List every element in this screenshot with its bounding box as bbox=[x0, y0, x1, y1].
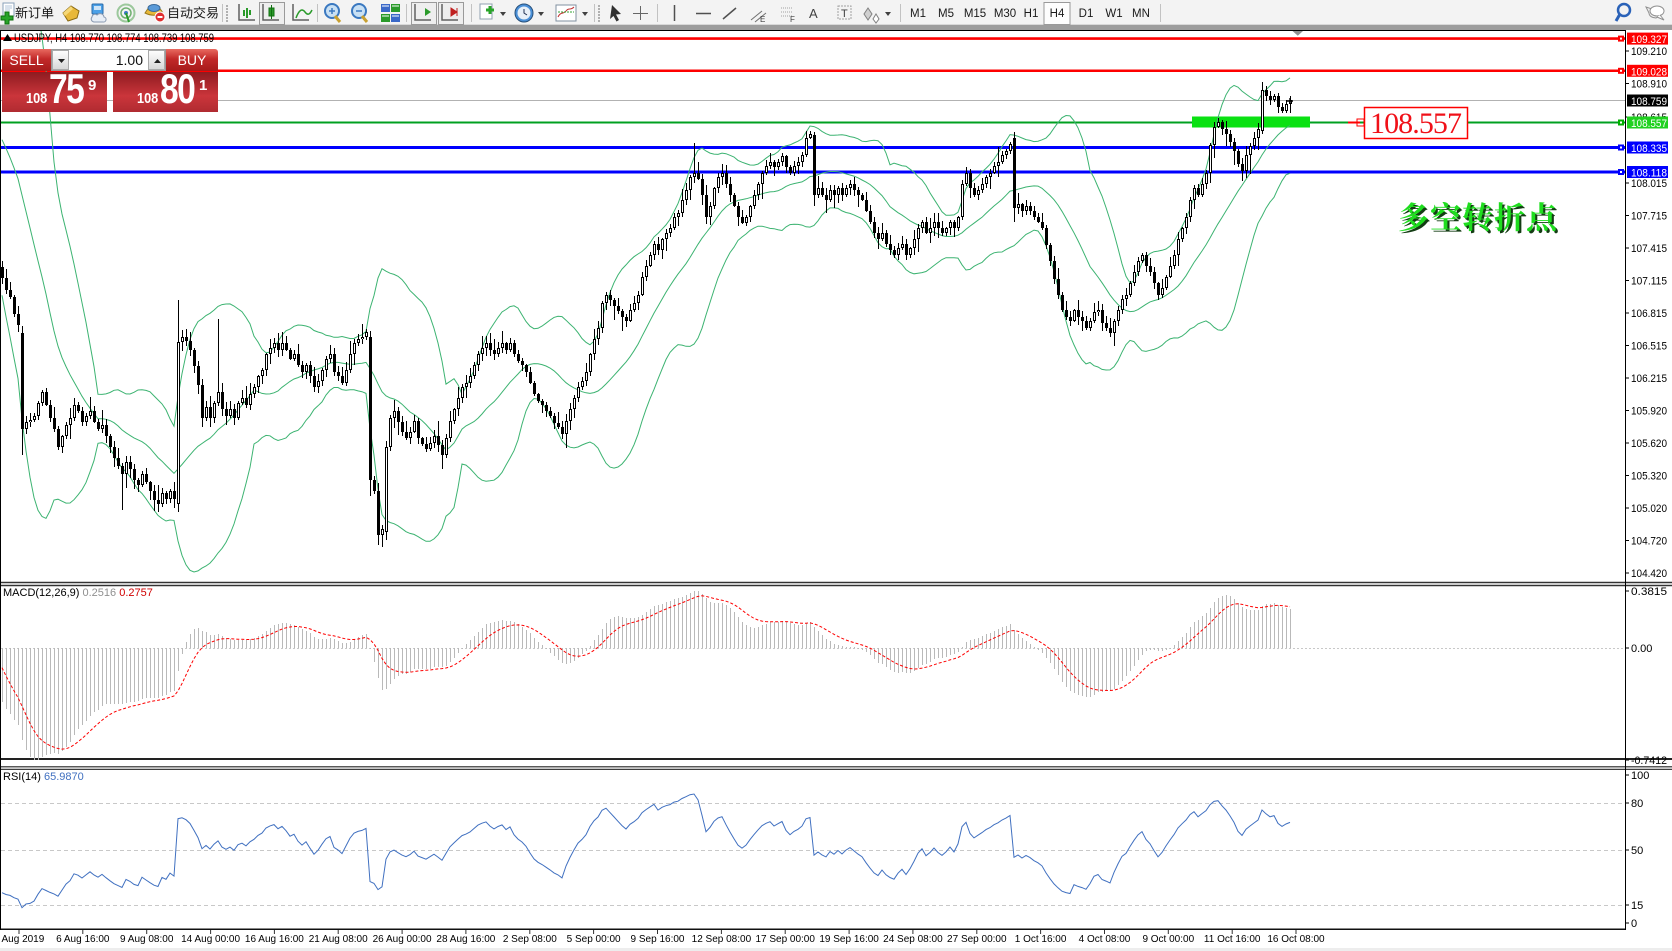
svg-text:0.00: 0.00 bbox=[1631, 643, 1652, 655]
svg-text:106.515: 106.515 bbox=[1631, 341, 1667, 353]
svg-text:5 Sep 00:00: 5 Sep 00:00 bbox=[567, 934, 621, 945]
svg-text:T: T bbox=[841, 8, 848, 20]
svg-text:108.557: 108.557 bbox=[1631, 118, 1667, 130]
svg-text:109.327: 109.327 bbox=[1631, 34, 1667, 46]
svg-text:4 Oct 08:00: 4 Oct 08:00 bbox=[1079, 934, 1131, 945]
svg-text:106.815: 106.815 bbox=[1631, 308, 1667, 320]
svg-text:100: 100 bbox=[1631, 770, 1649, 782]
svg-text:106.215: 106.215 bbox=[1631, 373, 1667, 385]
svg-text:104.720: 104.720 bbox=[1631, 536, 1667, 548]
svg-text:9 Aug 08:00: 9 Aug 08:00 bbox=[120, 934, 174, 945]
svg-text:H1: H1 bbox=[1024, 8, 1039, 20]
svg-text:11 Oct 16:00: 11 Oct 16:00 bbox=[1204, 934, 1261, 945]
svg-text:USDJPY, H4 108.770 108.774 10: USDJPY, H4 108.770 108.774 108.739 108.7… bbox=[14, 31, 214, 45]
svg-text:108.910: 108.910 bbox=[1631, 79, 1667, 91]
svg-text:108.557: 108.557 bbox=[1370, 107, 1462, 140]
svg-text:104.420: 104.420 bbox=[1631, 568, 1667, 580]
svg-text:12 Sep 08:00: 12 Sep 08:00 bbox=[692, 934, 752, 945]
svg-text:108.759: 108.759 bbox=[1631, 96, 1667, 108]
svg-text:M15: M15 bbox=[964, 8, 986, 20]
svg-text:15: 15 bbox=[1631, 900, 1643, 912]
svg-text:17 Sep 00:00: 17 Sep 00:00 bbox=[755, 934, 815, 945]
svg-text:RSI(14) 65.9870: RSI(14) 65.9870 bbox=[3, 771, 84, 783]
svg-text:105.620: 105.620 bbox=[1631, 438, 1667, 450]
svg-text:108.015: 108.015 bbox=[1631, 178, 1667, 190]
svg-text:109.028: 109.028 bbox=[1631, 66, 1667, 78]
svg-text:24 Sep 08:00: 24 Sep 08:00 bbox=[883, 934, 943, 945]
svg-text:M5: M5 bbox=[938, 8, 954, 20]
svg-text:-0.7412: -0.7412 bbox=[1631, 755, 1667, 767]
svg-text:108.335: 108.335 bbox=[1631, 143, 1667, 155]
svg-text:26 Aug 00:00: 26 Aug 00:00 bbox=[373, 934, 432, 945]
svg-text:6 Aug 16:00: 6 Aug 16:00 bbox=[56, 934, 110, 945]
svg-text:16 Oct 08:00: 16 Oct 08:00 bbox=[1267, 934, 1325, 945]
svg-text:E: E bbox=[760, 15, 765, 24]
svg-text:50: 50 bbox=[1631, 845, 1643, 857]
svg-text:14 Aug 00:00: 14 Aug 00:00 bbox=[181, 934, 240, 945]
svg-text:107.715: 107.715 bbox=[1631, 211, 1667, 223]
svg-text:1 Oct 16:00: 1 Oct 16:00 bbox=[1015, 934, 1067, 945]
svg-text:107.115: 107.115 bbox=[1631, 276, 1667, 288]
svg-text:2 Sep 08:00: 2 Sep 08:00 bbox=[503, 934, 557, 945]
svg-text:MN: MN bbox=[1132, 8, 1150, 20]
svg-text:105.020: 105.020 bbox=[1631, 503, 1667, 515]
svg-text:M1: M1 bbox=[910, 8, 926, 20]
svg-text:109.210: 109.210 bbox=[1631, 46, 1667, 58]
svg-text:107.415: 107.415 bbox=[1631, 243, 1667, 255]
svg-text:105.320: 105.320 bbox=[1631, 471, 1667, 483]
svg-text:19 Sep 16:00: 19 Sep 16:00 bbox=[819, 934, 879, 945]
svg-text:F: F bbox=[790, 15, 795, 24]
svg-text:D1: D1 bbox=[1079, 8, 1094, 20]
svg-text:0.3815: 0.3815 bbox=[1631, 586, 1667, 598]
svg-text:9 Oct 00:00: 9 Oct 00:00 bbox=[1142, 934, 1194, 945]
svg-text:A: A bbox=[809, 6, 818, 21]
svg-text:2 Aug 2019: 2 Aug 2019 bbox=[0, 934, 45, 945]
svg-text:28 Aug 16:00: 28 Aug 16:00 bbox=[436, 934, 495, 945]
svg-text:M30: M30 bbox=[994, 8, 1016, 20]
svg-text:9 Sep 16:00: 9 Sep 16:00 bbox=[631, 934, 685, 945]
svg-text:W1: W1 bbox=[1105, 8, 1122, 20]
svg-text:27 Sep 00:00: 27 Sep 00:00 bbox=[947, 934, 1007, 945]
svg-text:0: 0 bbox=[1631, 918, 1637, 930]
svg-text:80: 80 bbox=[1631, 798, 1643, 810]
svg-text:21 Aug 08:00: 21 Aug 08:00 bbox=[309, 934, 368, 945]
svg-text:16 Aug 16:00: 16 Aug 16:00 bbox=[245, 934, 304, 945]
svg-text:108.118: 108.118 bbox=[1631, 168, 1667, 180]
svg-text:MACD(12,26,9) 0.2516 0.2757: MACD(12,26,9) 0.2516 0.2757 bbox=[3, 587, 153, 599]
svg-text:105.920: 105.920 bbox=[1631, 406, 1667, 418]
svg-text:H4: H4 bbox=[1050, 8, 1065, 20]
